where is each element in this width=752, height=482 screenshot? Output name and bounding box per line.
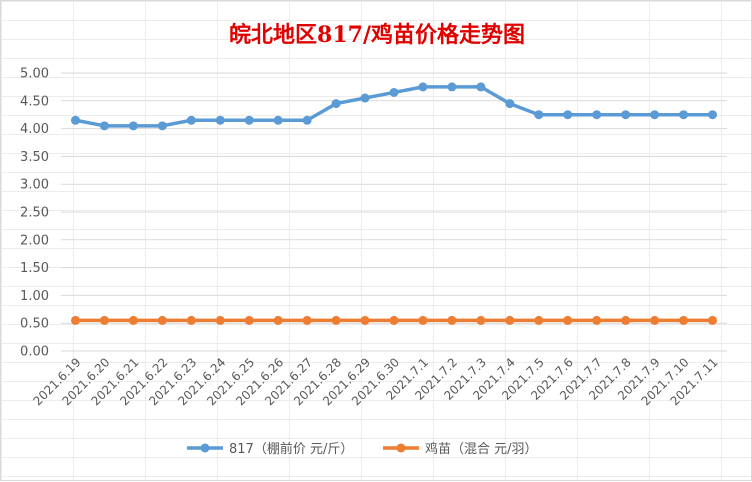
data-point <box>99 121 109 131</box>
data-point <box>621 315 631 325</box>
data-point <box>128 315 138 325</box>
data-point <box>302 115 312 125</box>
legend-label: 鸡苗（混合 元/羽） <box>425 441 538 457</box>
data-point <box>679 110 689 120</box>
legend-marker <box>396 443 406 453</box>
data-point <box>708 110 718 120</box>
data-point <box>273 115 283 125</box>
data-point <box>447 315 457 325</box>
y-tick-label: 1.00 <box>20 289 49 304</box>
series-1 <box>70 82 718 131</box>
y-tick-label: 4.00 <box>20 122 49 137</box>
data-point <box>186 315 196 325</box>
data-point <box>505 315 515 325</box>
data-point <box>592 110 602 120</box>
data-point <box>708 315 718 325</box>
data-point <box>331 99 341 109</box>
data-point <box>563 110 573 120</box>
data-point <box>273 315 283 325</box>
data-point <box>476 315 486 325</box>
chart-title: 皖北地区817/鸡苗价格走势图 <box>229 22 525 48</box>
data-point <box>186 115 196 125</box>
legend-label: 817（棚前价 元/斤） <box>229 441 353 457</box>
data-point <box>476 82 486 92</box>
y-tick-label: 0.00 <box>20 345 49 360</box>
data-point <box>505 99 515 109</box>
data-point <box>534 315 544 325</box>
data-point <box>157 315 167 325</box>
data-point <box>389 87 399 97</box>
y-tick-label: 3.50 <box>20 150 49 165</box>
legend-item: 817（棚前价 元/斤） <box>187 441 353 457</box>
y-tick-label: 0.50 <box>20 317 49 332</box>
data-point <box>70 115 80 125</box>
data-point <box>70 315 80 325</box>
data-point <box>650 110 660 120</box>
data-point <box>128 121 138 131</box>
legend-item: 鸡苗（混合 元/羽） <box>383 441 538 457</box>
y-tick-label: 1.50 <box>20 261 49 276</box>
y-tick-label: 4.50 <box>20 94 49 109</box>
y-tick-label: 2.50 <box>20 206 49 221</box>
data-point <box>215 115 225 125</box>
data-point <box>360 315 370 325</box>
data-point <box>621 110 631 120</box>
data-point <box>592 315 602 325</box>
data-point <box>360 93 370 103</box>
y-tick-label: 2.00 <box>20 233 49 248</box>
data-point <box>244 115 254 125</box>
series-layer <box>70 82 718 325</box>
data-point <box>215 315 225 325</box>
y-tick-label: 3.00 <box>20 178 49 193</box>
legend-marker <box>200 443 210 453</box>
data-point <box>418 82 428 92</box>
y-gridlines <box>61 72 727 324</box>
series-2 <box>70 315 718 325</box>
data-point <box>389 315 399 325</box>
data-point <box>563 315 573 325</box>
data-point <box>244 315 254 325</box>
data-point <box>157 121 167 131</box>
data-point <box>650 315 660 325</box>
y-axis-tick-labels: 0.00 0.50 1.00 1.50 2.00 2.50 3.00 3.50 4.00 4.50… <box>20 67 49 360</box>
x-axis-tick-labels: 2021.6.192021.6.202021.6.212021.6.222021… <box>31 355 721 408</box>
data-point <box>679 315 689 325</box>
data-point <box>99 315 109 325</box>
data-point <box>534 110 544 120</box>
data-point <box>302 315 312 325</box>
y-tick-label: 5.00 <box>20 67 49 82</box>
data-point <box>447 82 457 92</box>
data-point <box>331 315 341 325</box>
data-point <box>418 315 428 325</box>
legend: 817（棚前价 元/斤） 鸡苗（混合 元/羽） <box>187 441 538 457</box>
